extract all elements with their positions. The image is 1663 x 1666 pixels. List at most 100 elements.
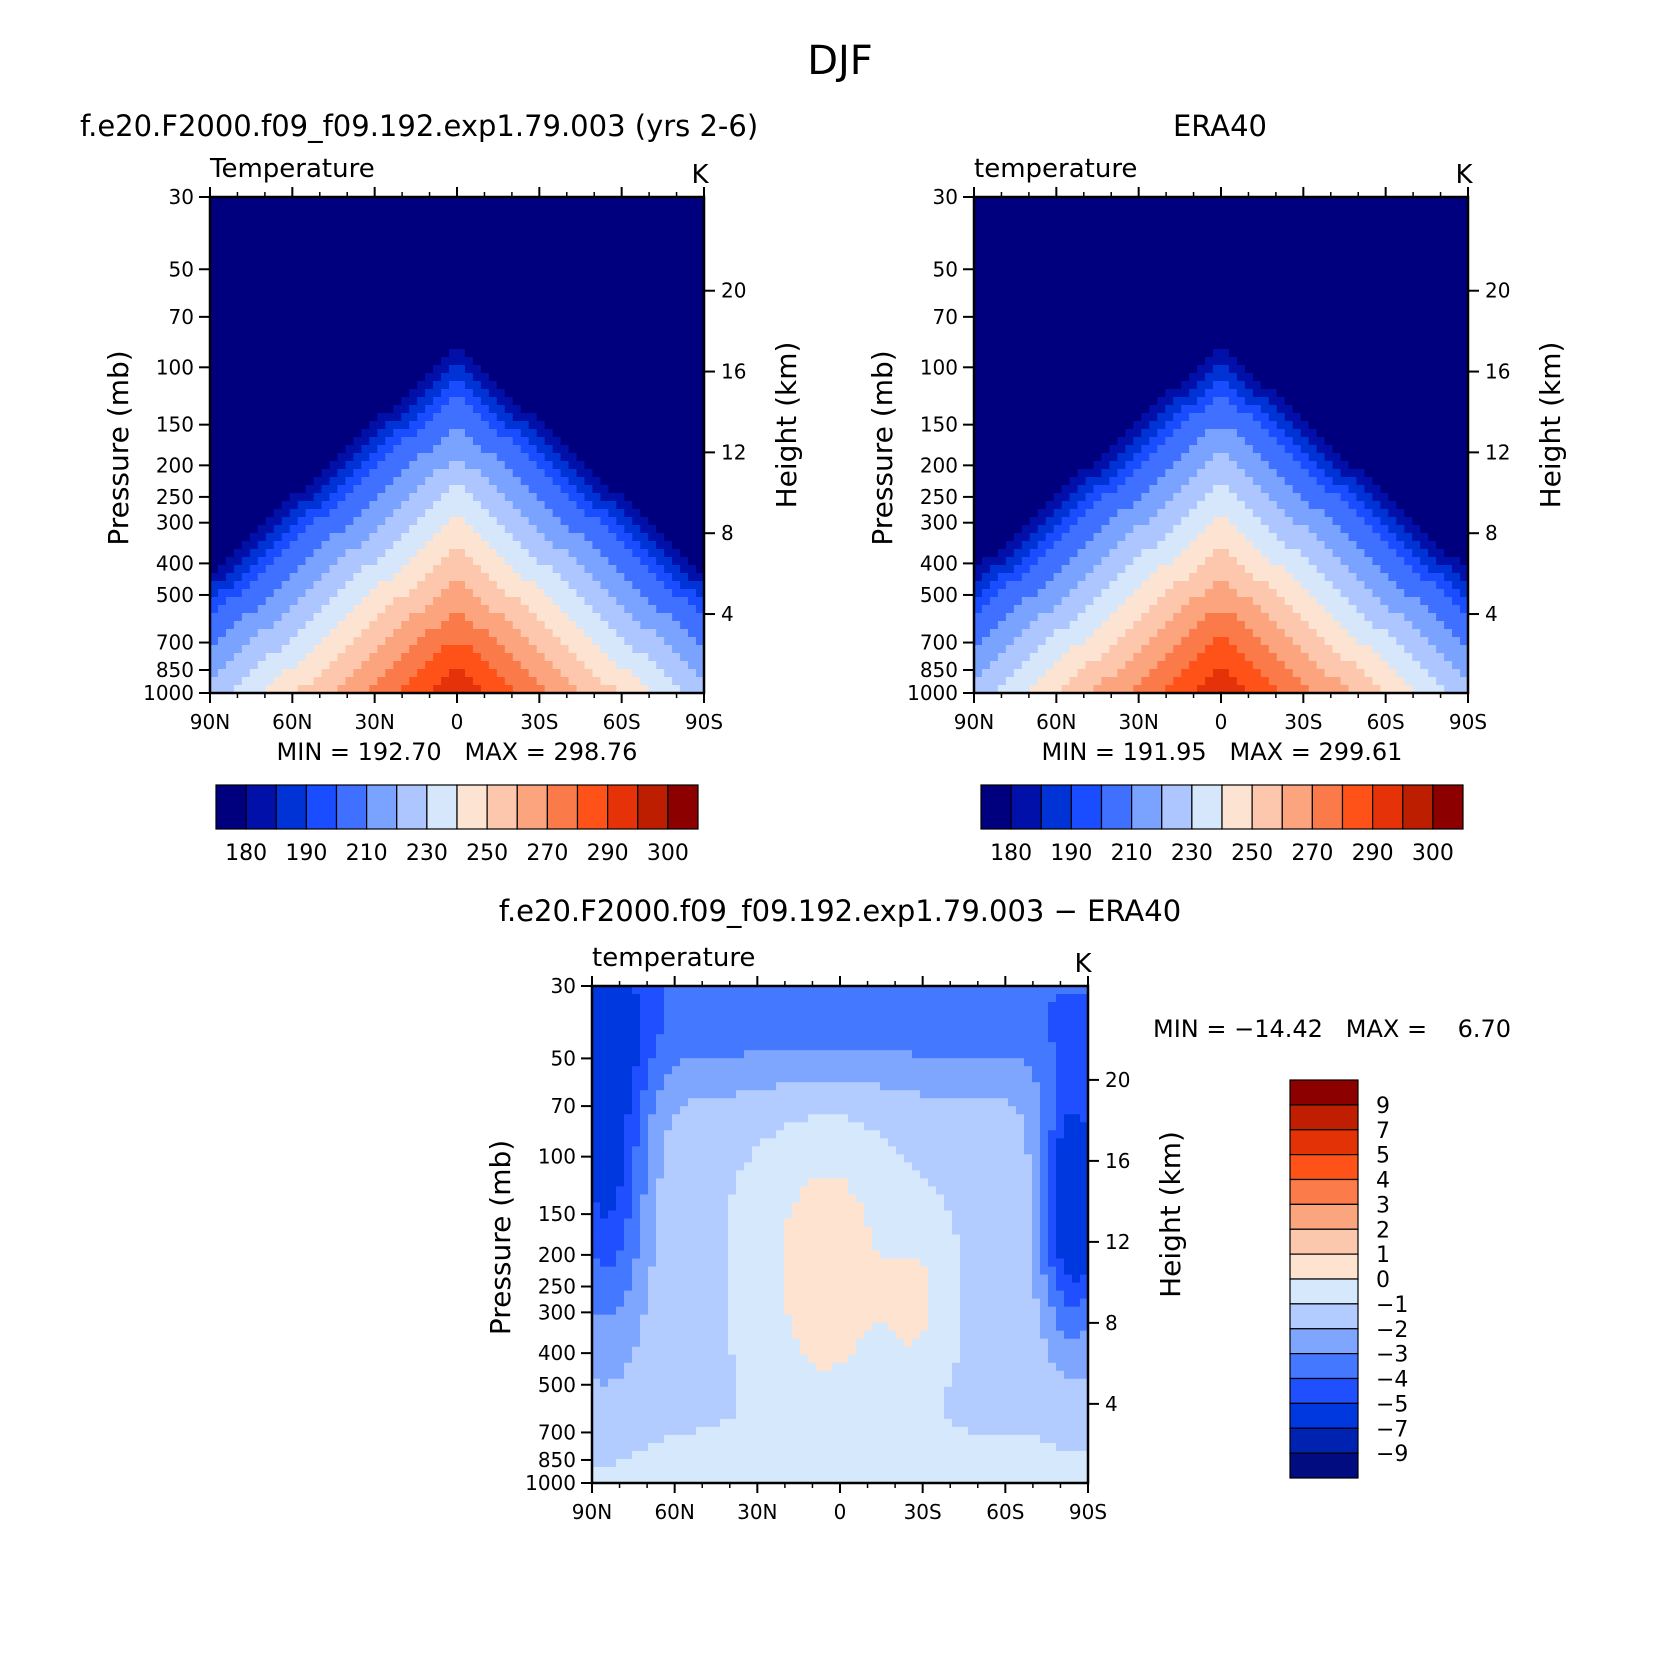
contour-cell: [672, 293, 681, 302]
contour-cell: [313, 485, 323, 494]
contour-cell: [249, 389, 259, 398]
contour-cell: [297, 269, 307, 278]
contour-cell: [225, 565, 235, 574]
contour-cell: [409, 317, 418, 326]
contour-cell: [528, 205, 538, 214]
contour-cell: [1380, 277, 1389, 286]
contour-cell: [217, 389, 227, 398]
contour-cell: [441, 293, 450, 302]
contour-cell: [592, 597, 602, 606]
contour-cell: [1460, 221, 1468, 230]
contour-cell: [297, 349, 307, 358]
contour-cell: [696, 421, 704, 430]
contour-cell: [361, 557, 370, 566]
contour-cell: [1228, 205, 1238, 214]
contour-cell: [1364, 253, 1373, 262]
contour-cell: [576, 541, 586, 550]
contour-cell: [640, 509, 649, 518]
contour-cell: [664, 445, 673, 454]
contour-cell: [616, 221, 625, 230]
contour-cell: [624, 429, 633, 438]
contour-cell: [520, 341, 530, 350]
contour-cell: [289, 637, 299, 646]
contour-cell: [1396, 269, 1405, 278]
contour-cell: [624, 581, 633, 590]
contour-cell: [281, 405, 291, 414]
contour-cell: [241, 629, 251, 638]
contour-cell: [480, 357, 490, 366]
contour-cell: [552, 501, 562, 510]
contour-cell: [592, 205, 602, 214]
contour-cell: [377, 573, 386, 582]
contour-cell: [488, 645, 498, 654]
contour-cell: [544, 197, 554, 206]
contour-cell: [648, 269, 657, 278]
contour-cell: [672, 301, 681, 310]
contour-cell: [337, 477, 347, 486]
contour-cell: [1444, 221, 1453, 230]
contour-cell: [441, 605, 450, 614]
contour-cell: [560, 333, 570, 342]
contour-cell: [504, 613, 514, 622]
contour-cell: [449, 301, 458, 310]
contour-cell: [257, 333, 267, 342]
contour-cell: [433, 309, 442, 318]
contour-cell: [289, 485, 299, 494]
contour-cell: [688, 557, 697, 566]
contour-cell: [1149, 269, 1158, 278]
contour-cell: [544, 405, 554, 414]
contour-cell: [656, 589, 665, 598]
contour-cell: [1356, 197, 1366, 206]
contour-cell: [1260, 213, 1270, 222]
contour-cell: [472, 653, 482, 662]
contour-cell: [640, 197, 649, 206]
contour-cell: [409, 373, 418, 382]
contour-cell: [1109, 253, 1119, 262]
contour-cell: [409, 221, 418, 230]
contour-cell: [1037, 293, 1047, 302]
contour-cell: [217, 269, 227, 278]
contour-cell: [624, 549, 633, 558]
contour-cell: [504, 229, 514, 238]
contour-cell: [1428, 285, 1437, 294]
contour-cell: [688, 637, 697, 646]
contour-cell: [401, 597, 410, 606]
contour-cell: [425, 637, 434, 646]
contour-cell: [1085, 317, 1095, 326]
contour-cell: [488, 613, 498, 622]
contour-cell: [353, 501, 362, 510]
contour-cell: [1213, 205, 1222, 214]
contour-cell: [289, 477, 299, 486]
contour-cell: [688, 517, 697, 526]
contour-cell: [433, 437, 442, 446]
contour-cell: [1061, 269, 1071, 278]
contour-cell: [576, 477, 586, 486]
contour-cell: [528, 309, 538, 318]
contour-cell: [464, 493, 474, 502]
contour-cell: [488, 301, 498, 310]
contour-cell: [552, 605, 562, 614]
contour-cell: [265, 293, 275, 302]
contour-cell: [568, 325, 578, 334]
contour-cell: [696, 373, 704, 382]
contour-cell: [696, 541, 704, 550]
contour-cell: [337, 389, 347, 398]
contour-cell: [1356, 301, 1366, 310]
contour-cell: [544, 205, 554, 214]
contour-cell: [353, 685, 362, 693]
contour-cell: [568, 597, 578, 606]
contour-cell: [289, 613, 299, 622]
contour-cell: [241, 573, 251, 582]
contour-cell: [257, 269, 267, 278]
contour-cell: [401, 629, 410, 638]
contour-cell: [1189, 261, 1198, 270]
contour-cell: [560, 685, 570, 693]
contour-cell: [321, 277, 331, 286]
contour-cell: [568, 205, 578, 214]
contour-cell: [520, 589, 530, 598]
contour-cell: [241, 229, 251, 238]
contour-cell: [1244, 285, 1254, 294]
contour-cell: [1356, 213, 1366, 222]
contour-cell: [1460, 301, 1468, 310]
contour-cell: [576, 605, 586, 614]
